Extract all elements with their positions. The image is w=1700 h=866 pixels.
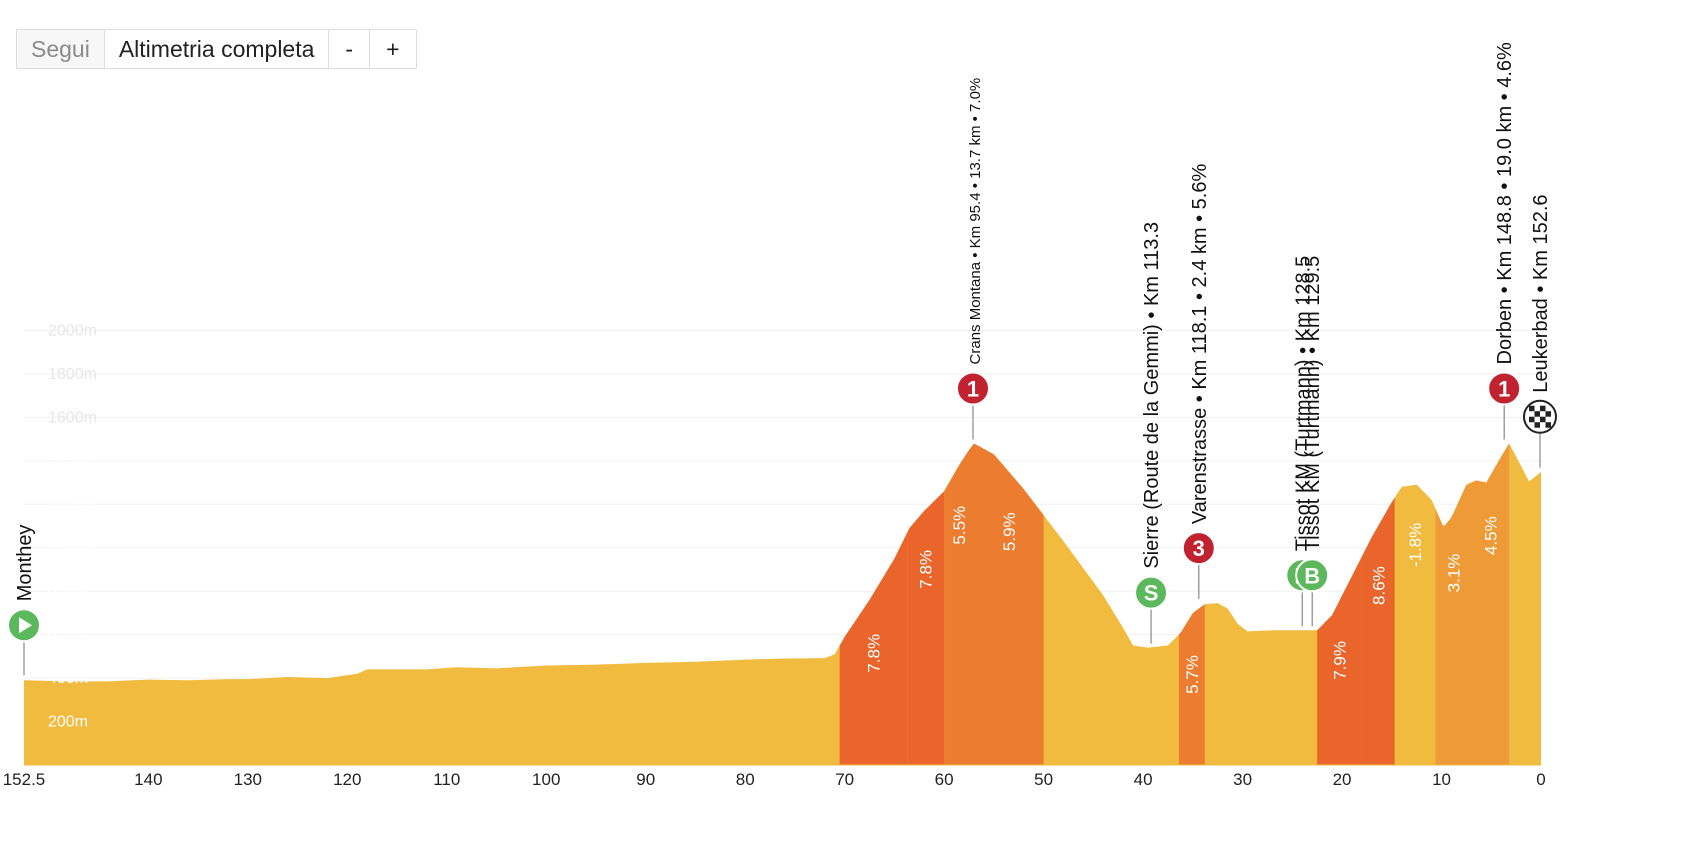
x-tick-label: 30	[1233, 770, 1252, 789]
poi-label: Tissot KM (Turtmann) • Km 128.5	[1292, 256, 1314, 552]
y-tick-label: 200m	[48, 714, 88, 731]
kom-badge-icon	[1181, 531, 1216, 566]
gradient-label: -1.8%	[1406, 523, 1425, 567]
gradient-label: 4.5%	[1481, 516, 1500, 555]
profile-toolbar: Segui Altimetria completa - +	[16, 29, 417, 69]
gradient-segment	[1361, 497, 1395, 765]
checker-square	[1540, 416, 1546, 423]
badge-text: S	[1144, 581, 1159, 606]
gradient-label: 7.9%	[1331, 641, 1350, 680]
poi-marker[interactable]: S Sierre (Route de la Gemmi) • Km 113.3	[1134, 222, 1169, 644]
x-tick-label: 70	[835, 770, 854, 789]
y-tick-label: 1000m	[48, 540, 97, 557]
gradient-label: 5.5%	[950, 506, 969, 545]
play-icon	[19, 617, 32, 634]
x-tick-label: 60	[935, 770, 954, 789]
poi-marker[interactable]: 3 Varenstrasse • Km 118.1 • 2.4 km • 5.6%	[1181, 164, 1216, 600]
x-tick-label: 50	[1034, 770, 1053, 789]
gradient-segment	[1471, 443, 1510, 765]
full-profile-button[interactable]: Altimetria completa	[104, 30, 330, 68]
kom-badge-icon	[1487, 371, 1522, 406]
bonus-badge-icon	[1295, 558, 1330, 593]
checker-square	[1529, 416, 1535, 423]
y-tick-label: 1400m	[48, 453, 97, 470]
y-tick-label: 2000m	[48, 323, 97, 340]
gradient-label: 8.6%	[1369, 566, 1388, 605]
badge-text: 1	[967, 376, 979, 401]
gradient-segment	[1435, 482, 1472, 765]
poi-label: Monthey	[14, 525, 36, 602]
badge-text: 3	[1193, 536, 1205, 561]
gradient-segment	[973, 443, 1044, 765]
poi-marker[interactable]: 1 Crans Montana • Km 95.4 • 13.7 km • 7.0…	[955, 78, 990, 440]
gradient-label: 7.8%	[865, 634, 884, 673]
x-tick-label: 10	[1432, 770, 1451, 789]
poi-marker[interactable]: Monthey	[7, 525, 41, 676]
zoom-in-button[interactable]: +	[370, 30, 416, 68]
y-tick-label: 1800m	[48, 366, 97, 383]
zoom-out-button[interactable]: -	[329, 30, 371, 68]
follow-button[interactable]: Segui	[17, 30, 105, 68]
x-tick-label: 100	[532, 770, 560, 789]
x-tick-label: 0	[1536, 770, 1545, 789]
poi-label: Varenstrasse • Km 118.1 • 2.4 km • 5.6%	[1189, 164, 1211, 525]
gradient-segment	[944, 443, 974, 765]
gradient-segment	[839, 532, 908, 765]
x-tick-label: 90	[636, 770, 655, 789]
y-tick-label: 400m	[48, 670, 88, 687]
gradient-segment	[1394, 485, 1436, 765]
gradient-segment	[1317, 556, 1362, 765]
gradient-label: 7.8%	[917, 550, 936, 589]
y-tick-label: 800m	[48, 583, 88, 600]
y-tick-label: 1600m	[48, 409, 97, 426]
poi-label: Leukerbad • Km 152.6	[1530, 194, 1552, 392]
checker-square	[1534, 411, 1540, 417]
x-tick-label: 80	[736, 770, 755, 789]
poi-marker[interactable]: Leukerbad • Km 152.6	[1523, 194, 1557, 468]
poi-marker[interactable]: B Tissot KM (Turtmann) • Km 129.5	[1295, 256, 1330, 627]
kom-badge-icon	[955, 371, 990, 406]
poi-label: Tissot KM (Turtmann) • Km 129.5	[1302, 256, 1324, 552]
gradient-segment	[907, 491, 945, 765]
y-tick-label: 600m	[48, 627, 88, 644]
gradient-label: 5.7%	[1183, 655, 1202, 694]
gradient-segment	[1178, 604, 1205, 765]
x-tick-label: 130	[234, 770, 262, 789]
gradient-label: 5.9%	[1000, 512, 1019, 551]
poi-marker[interactable]: 1 Dorben • Km 148.8 • 19.0 km • 4.6%	[1487, 42, 1522, 440]
badge-text: B	[1304, 563, 1320, 588]
gradient-label: 3.1%	[1444, 554, 1463, 593]
checker-square	[1545, 422, 1551, 428]
checker-square	[1540, 405, 1546, 412]
x-tick-label: 110	[433, 770, 460, 789]
poi-label: Dorben • Km 148.8 • 19.0 km • 4.6%	[1494, 42, 1516, 364]
y-tick-label: 1200m	[48, 496, 97, 513]
checker-square	[1534, 422, 1540, 428]
x-tick-label: 120	[333, 770, 361, 789]
poi-label: Crans Montana • Km 95.4 • 13.7 km • 7.0%	[967, 78, 984, 365]
badge-text: 1	[1498, 376, 1510, 401]
poi-label: Sierre (Route de la Gemmi) • Km 113.3	[1141, 222, 1163, 569]
x-tick-label: 140	[134, 770, 162, 789]
sprint-badge-icon	[1134, 575, 1169, 610]
x-tick-label: 40	[1134, 770, 1153, 789]
elevation-area	[24, 443, 1541, 765]
x-tick-label: 20	[1333, 770, 1352, 789]
x-tick-label: 152.5	[3, 770, 46, 789]
checker-square	[1529, 405, 1535, 412]
checker-square	[1545, 411, 1551, 417]
